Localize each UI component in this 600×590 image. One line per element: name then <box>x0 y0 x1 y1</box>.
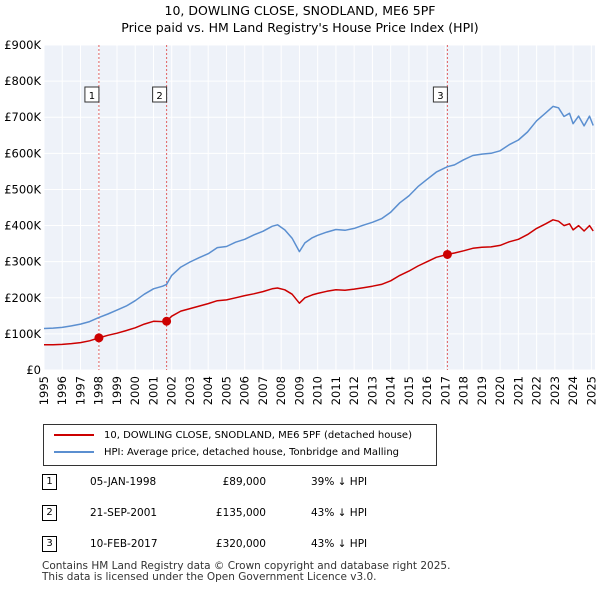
series-line-property <box>44 219 594 346</box>
axis-labels: £0 £100K £200K £300K £400K £500K £600K £700K £80… <box>4 38 598 405</box>
sale-marker-lines: 1 2 3 <box>84 45 448 370</box>
x-tick-label: 2007 <box>256 376 270 405</box>
sale-price: £135,000 <box>215 507 266 519</box>
title-line-2: Price paid vs. HM Land Registry's House … <box>121 20 479 35</box>
x-tick-label: 2005 <box>219 376 233 405</box>
sale-row: 3 10-FEB-2017 £320,000 43% ↓ HPI <box>0 536 600 556</box>
sale-number: 2 <box>42 505 57 521</box>
series-line-hpi <box>43 105 594 330</box>
x-tick-label: 1997 <box>73 376 87 405</box>
legend-label-property: 10, DOWLING CLOSE, SNODLAND, ME6 5PF (de… <box>104 430 412 441</box>
footer-line-2: This data is licensed under the Open Gov… <box>42 571 377 583</box>
sale-point <box>442 249 452 259</box>
chart-title: 10, DOWLING CLOSE, SNODLAND, ME6 5PF Pri… <box>0 2 600 36</box>
x-tick-label: 2011 <box>329 376 343 405</box>
x-tick-label: 1999 <box>110 376 124 405</box>
x-tick-label: 2000 <box>128 376 142 405</box>
series-layer <box>43 105 594 346</box>
y-tick-label: £200K <box>4 291 41 305</box>
y-tick-label: £400K <box>4 219 41 233</box>
y-tick-label: £0 <box>26 363 41 377</box>
x-tick-label: 2013 <box>365 376 379 405</box>
x-tick-label: 2001 <box>146 376 160 405</box>
sale-hpi-diff: 39% ↓ HPI <box>311 476 368 488</box>
sale-date: 10-FEB-2017 <box>90 538 158 550</box>
sale-row: 2 21-SEP-2001 £135,000 43% ↓ HPI <box>0 505 600 525</box>
x-tick-label: 2014 <box>384 376 398 405</box>
legend: 10, DOWLING CLOSE, SNODLAND, ME6 5PF (de… <box>43 424 437 466</box>
legend-item-property: 10, DOWLING CLOSE, SNODLAND, ME6 5PF (de… <box>54 428 412 444</box>
x-tick-label: 2025 <box>584 376 598 405</box>
sale-flag-box <box>152 86 168 103</box>
x-tick-label: 1996 <box>55 376 69 405</box>
sale-flag-label: 1 <box>89 91 95 102</box>
sale-row: 1 05-JAN-1998 £89,000 39% ↓ HPI <box>0 474 600 494</box>
x-tick-label: 2015 <box>402 376 416 405</box>
title-line-1: 10, DOWLING CLOSE, SNODLAND, ME6 5PF <box>164 3 436 18</box>
sale-flag-box <box>84 86 100 103</box>
sale-date: 05-JAN-1998 <box>90 476 157 488</box>
sale-hpi-diff: 43% ↓ HPI <box>311 538 368 550</box>
legend-swatch-blue <box>54 451 94 453</box>
x-tick-label: 2016 <box>420 376 434 405</box>
sale-point <box>162 316 172 326</box>
sale-price: £89,000 <box>222 476 266 488</box>
x-tick-label: 2008 <box>274 376 288 405</box>
x-tick-label: 2017 <box>438 376 452 405</box>
plot-background <box>44 45 595 370</box>
price-chart: 1 2 3 £0 £100K £200K £300K £400K £500K £600K £700… <box>4 38 598 405</box>
x-tick-label: 2018 <box>457 376 471 405</box>
x-tick-label: 2009 <box>292 376 306 405</box>
x-tick-label: 2022 <box>530 376 544 405</box>
x-tick-label: 2021 <box>511 376 525 405</box>
y-tick-label: £100K <box>4 327 41 341</box>
grid-layer <box>43 44 595 371</box>
x-tick-label: 1998 <box>92 376 106 405</box>
x-tick-label: 2010 <box>311 376 325 405</box>
sale-date: 21-SEP-2001 <box>90 507 158 519</box>
y-tick-label: £900K <box>4 38 41 52</box>
x-tick-label: 2024 <box>566 376 580 405</box>
footer-line-1: Contains HM Land Registry data © Crown c… <box>42 560 451 572</box>
sale-number: 1 <box>42 474 57 490</box>
legend-label-hpi: HPI: Average price, detached house, Tonb… <box>104 447 400 458</box>
x-tick-label: 1995 <box>37 376 51 405</box>
y-tick-label: £600K <box>4 146 41 160</box>
legend-item-hpi: HPI: Average price, detached house, Tonb… <box>54 445 399 461</box>
y-tick-label: £500K <box>4 182 41 196</box>
sale-number: 3 <box>42 536 57 552</box>
y-tick-label: £800K <box>4 74 41 88</box>
x-tick-label: 2003 <box>183 376 197 405</box>
x-tick-label: 2023 <box>548 376 562 405</box>
sale-point <box>94 333 104 343</box>
legend-swatch-red <box>54 434 94 436</box>
x-tick-label: 2002 <box>165 376 179 405</box>
y-tick-label: £300K <box>4 255 41 269</box>
y-tick-label: £700K <box>4 110 41 124</box>
x-tick-label: 2004 <box>201 376 215 405</box>
sale-hpi-diff: 43% ↓ HPI <box>311 507 368 519</box>
x-tick-label: 2012 <box>347 376 361 405</box>
sale-flag-label: 2 <box>156 91 162 102</box>
sale-flag-label: 3 <box>437 91 443 102</box>
sale-price: £320,000 <box>215 538 266 550</box>
x-tick-label: 2019 <box>475 376 489 405</box>
x-tick-label: 2020 <box>493 376 507 405</box>
footer-attribution: Contains HM Land Registry data © Crown c… <box>42 561 450 583</box>
x-tick-label: 2006 <box>238 376 252 405</box>
sale-flag-box <box>432 86 448 103</box>
